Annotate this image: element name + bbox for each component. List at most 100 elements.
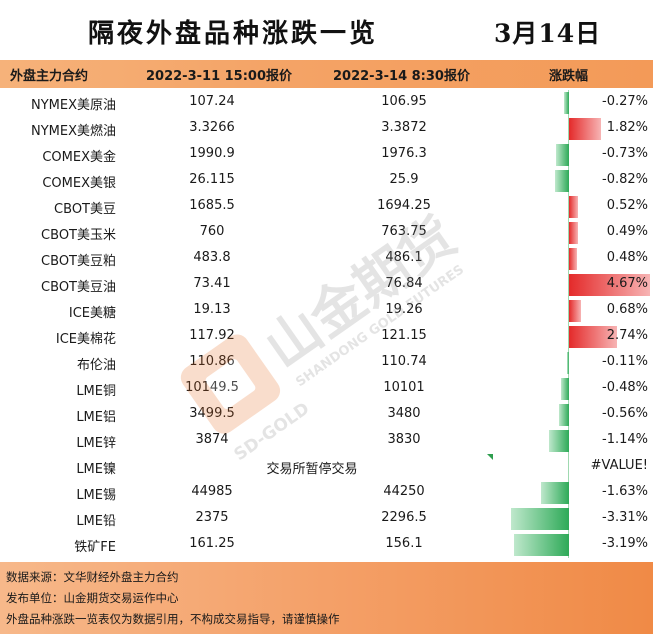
table-row: ICE美糖 19.13 19.26 0.68% xyxy=(0,298,653,324)
change-value: -0.48% xyxy=(602,380,648,395)
price-1: 10149.5 xyxy=(185,380,239,395)
footer-publisher: 发布单位：山金期货交易运作中心 xyxy=(6,591,179,605)
change-value: -0.82% xyxy=(602,172,648,187)
price-2: 3480 xyxy=(387,406,421,421)
contract-name: CBOT美豆 xyxy=(54,202,116,217)
price-1: 107.24 xyxy=(189,94,235,109)
change-bar-down xyxy=(540,482,569,504)
table-row: COMEX美银 26.115 25.9 -0.82% xyxy=(0,168,653,194)
title-row: 隔夜外盘品种涨跌一览 3月14日 xyxy=(0,0,653,60)
table-row: 铁矿FE 161.25 156.1 -3.19% xyxy=(0,532,653,558)
price-2: 110.74 xyxy=(381,354,427,369)
price-2: 106.95 xyxy=(381,94,427,109)
change-value: -0.11% xyxy=(602,354,648,369)
contract-name: COMEX美银 xyxy=(42,176,116,191)
footer-source: 数据来源：文华财经外盘主力合约 xyxy=(6,570,179,584)
price-1: 117.92 xyxy=(189,328,235,343)
price-2: 1976.3 xyxy=(381,146,427,161)
price-2: 44250 xyxy=(383,484,425,499)
table-body: NYMEX美原油 107.24 106.95 -0.27% NYMEX美燃油 3.3266… xyxy=(0,90,653,558)
change-value: 0.48% xyxy=(606,250,648,265)
table-row: LME铅 2375 2296.5 -3.31% xyxy=(0,506,653,532)
table-row: CBOT美豆 1685.5 1694.25 0.52% xyxy=(0,194,653,220)
change-bar-down xyxy=(554,170,569,192)
price-2: 1694.25 xyxy=(377,198,431,213)
change-bar-up xyxy=(569,222,578,244)
change-value: -0.27% xyxy=(602,94,648,109)
price-2: 25.9 xyxy=(389,172,419,187)
change-bar-up xyxy=(569,248,578,270)
contract-name: LME镍 xyxy=(76,462,116,477)
error-flag-icon xyxy=(487,454,493,460)
price-1: 760 xyxy=(199,224,225,239)
table-row: CBOT美玉米 760 763.75 0.49% xyxy=(0,220,653,246)
price-2: 763.75 xyxy=(381,224,427,239)
change-value: #VALUE! xyxy=(590,458,648,473)
table-row: LME锡 44985 44250 -1.63% xyxy=(0,480,653,506)
contract-name: ICE美棉花 xyxy=(55,332,116,347)
change-bar-down xyxy=(556,144,569,166)
footer-disclaimer: 外盘品种涨跌一览表仅为数据引用，不构成交易指导，请谨慎操作 xyxy=(6,612,340,626)
price-2: 76.84 xyxy=(385,276,423,291)
change-value: -0.73% xyxy=(602,146,648,161)
contract-name: 铁矿FE xyxy=(74,540,116,555)
contract-name: LME铝 xyxy=(76,410,116,425)
table-row: LME铜 10149.5 10101 -0.48% xyxy=(0,376,653,402)
change-bar-down xyxy=(549,430,569,452)
change-bar-up xyxy=(569,118,601,140)
change-bar-up xyxy=(569,300,581,322)
bar-axis xyxy=(568,90,569,558)
contract-name: CBOT美玉米 xyxy=(41,228,116,243)
contract-name: NYMEX美原油 xyxy=(30,98,116,113)
contract-name: NYMEX美燃油 xyxy=(30,124,116,139)
price-1: 19.13 xyxy=(193,302,231,317)
column-header-price1: 2022-3-11 15:00报价 xyxy=(146,69,293,84)
contract-name: 布伦油 xyxy=(76,358,116,373)
price-2: 10101 xyxy=(383,380,425,395)
price-1: 3.3266 xyxy=(189,120,235,135)
price-1: 1685.5 xyxy=(189,198,235,213)
change-bar-down xyxy=(567,352,569,374)
price-2: 2296.5 xyxy=(381,510,427,525)
price-2: 156.1 xyxy=(385,536,423,551)
change-value: -1.14% xyxy=(602,432,648,447)
price-1: 3874 xyxy=(195,432,229,447)
price-2: 121.15 xyxy=(381,328,427,343)
change-bar-down xyxy=(560,378,569,400)
price-2: 3.3872 xyxy=(381,120,427,135)
price-1: 44985 xyxy=(191,484,233,499)
change-bar-up xyxy=(569,326,617,348)
table-row: CBOT美豆粕 483.8 486.1 0.48% xyxy=(0,246,653,272)
price-1: 110.86 xyxy=(189,354,235,369)
change-value: 0.52% xyxy=(606,198,648,213)
change-bar-down xyxy=(564,92,569,114)
contract-name: LME锡 xyxy=(76,488,116,503)
contract-name: LME铅 xyxy=(76,514,116,529)
change-value: -0.56% xyxy=(602,406,648,421)
change-value: -1.63% xyxy=(602,484,648,499)
change-bar-down xyxy=(511,508,569,530)
change-bar-up xyxy=(569,196,579,218)
price-1: 26.115 xyxy=(189,172,235,187)
table-row: COMEX美金 1990.9 1976.3 -0.73% xyxy=(0,142,653,168)
table-row: LME锌 3874 3830 -1.14% xyxy=(0,428,653,454)
change-bar-down xyxy=(559,404,569,426)
contract-name: ICE美糖 xyxy=(68,306,116,321)
table-header-row: 外盘主力合约 2022-3-11 15:00报价 2022-3-14 8:30报… xyxy=(0,60,653,88)
page-title: 隔夜外盘品种涨跌一览 xyxy=(88,19,379,49)
contract-name: COMEX美金 xyxy=(42,150,116,165)
change-value: 1.82% xyxy=(606,120,648,135)
price-1: 73.41 xyxy=(193,276,231,291)
change-value: 4.67% xyxy=(606,276,648,291)
contract-name: CBOT美豆油 xyxy=(41,280,116,295)
footer-notes: 数据来源：文华财经外盘主力合约 发布单位：山金期货交易运作中心 外盘品种涨跌一览… xyxy=(0,562,653,634)
contract-name: LME铜 xyxy=(76,384,116,399)
price-1: 2375 xyxy=(195,510,229,525)
row-note: 交易所暂停交易 xyxy=(266,462,358,477)
price-1: 161.25 xyxy=(189,536,235,551)
table-row: 布伦油 110.86 110.74 -0.11% xyxy=(0,350,653,376)
column-header-change: 涨跌幅 xyxy=(549,69,589,84)
table-row: LME铝 3499.5 3480 -0.56% xyxy=(0,402,653,428)
contract-name: LME锌 xyxy=(76,436,116,451)
date-label: 3月14日 xyxy=(494,19,602,48)
